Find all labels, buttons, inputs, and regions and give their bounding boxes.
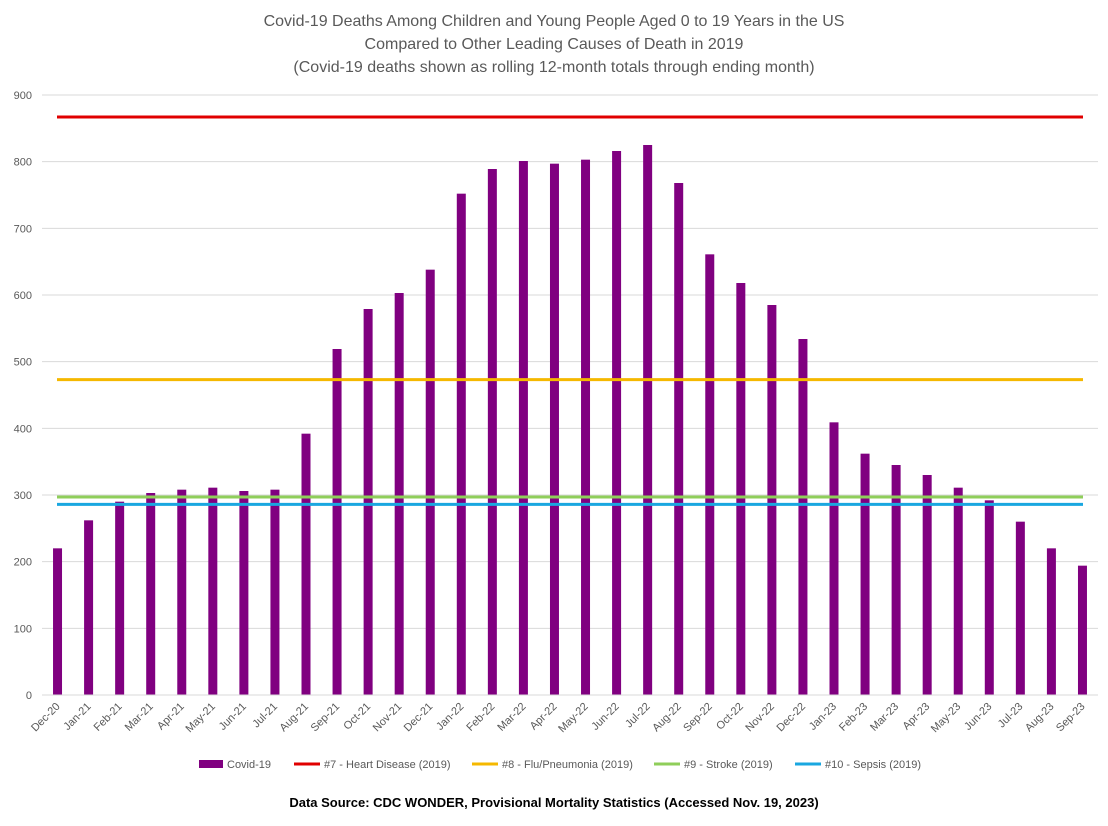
x-tick-label: Sep-22	[681, 701, 715, 735]
covid-bar	[612, 151, 622, 695]
covid-bar	[487, 169, 497, 695]
x-tick-label: Jan-22	[434, 701, 466, 733]
x-tick-label: Nov-22	[743, 701, 777, 735]
covid-bar	[829, 422, 839, 695]
chart-title-line-3: (Covid-19 deaths shown as rolling 12-mon…	[293, 59, 814, 76]
x-tick-label: Sep-23	[1054, 701, 1088, 735]
covid-bar	[332, 349, 342, 695]
x-tick-label: Dec-20	[29, 701, 63, 735]
x-tick-label: Nov-21	[371, 701, 405, 735]
covid-bar	[115, 501, 125, 695]
y-tick-label: 800	[14, 157, 32, 169]
x-tick-label: Feb-22	[464, 701, 497, 734]
covid-bar	[84, 520, 94, 695]
covid-bar	[301, 433, 311, 695]
legend-label: #8 - Flu/Pneumonia (2019)	[502, 759, 633, 771]
covid-bar	[425, 269, 435, 695]
covid-bar	[581, 159, 591, 695]
covid-bar	[270, 489, 280, 695]
y-tick-label: 100	[14, 623, 32, 635]
x-tick-label: Sep-21	[309, 701, 343, 735]
covid-bar	[518, 161, 528, 695]
y-tick-label: 700	[14, 223, 32, 235]
x-tick-label: Jul-23	[996, 701, 1026, 731]
x-tick-label: Dec-21	[402, 701, 436, 735]
gridlines	[42, 94, 1098, 629]
x-tick-label: Apr-23	[900, 701, 932, 733]
y-tick-label: 400	[14, 423, 32, 435]
covid-bar	[798, 339, 808, 695]
covid-bar	[705, 254, 715, 696]
x-tick-label: Jun-22	[589, 701, 621, 733]
covid-bar	[394, 293, 404, 695]
x-tick-label: May-23	[929, 701, 963, 735]
legend-label: #9 - Stroke (2019)	[684, 759, 773, 771]
covid-bar	[1046, 548, 1056, 695]
x-tick-label: Jul-22	[623, 701, 653, 731]
chart-title-line-2: Compared to Other Leading Causes of Deat…	[365, 36, 744, 53]
y-tick-label: 300	[14, 490, 32, 502]
covid-bar	[860, 453, 870, 695]
data-source-note: Data Source: CDC WONDER, Provisional Mor…	[289, 795, 819, 810]
x-tick-label: Jan-23	[807, 701, 839, 733]
y-tick-label: 900	[14, 90, 32, 102]
y-tick-label: 200	[14, 557, 32, 569]
covid-bar	[53, 548, 63, 695]
x-tick-label: Aug-21	[278, 701, 312, 735]
covid-bar	[736, 283, 746, 695]
x-tick-label: Jan-21	[61, 701, 93, 733]
x-tick-label: Oct-22	[714, 701, 746, 733]
covid-bar	[177, 489, 187, 695]
x-tick-label: May-22	[556, 701, 590, 735]
covid-bar	[922, 475, 932, 695]
covid-bar	[456, 193, 466, 695]
covid-bar	[146, 493, 156, 695]
y-axis: 0 100 200 300 400 500 600 700 800 900	[14, 90, 32, 702]
x-tick-label: Jun-23	[962, 701, 994, 733]
x-tick-label: Mar-22	[495, 701, 528, 734]
covid-bar	[984, 500, 994, 695]
covid-bar	[767, 305, 777, 695]
y-tick-label: 600	[14, 290, 32, 302]
x-tick-label: May-21	[184, 701, 218, 735]
legend-label: #10 - Sepsis (2019)	[825, 759, 921, 771]
x-tick-label: Mar-23	[868, 701, 901, 734]
x-tick-label: Aug-22	[650, 701, 684, 735]
covid-bar	[643, 145, 653, 695]
chart-title: Covid-19 Deaths Among Children and Young…	[264, 13, 845, 76]
y-tick-label: 500	[14, 357, 32, 369]
covid-bar	[953, 487, 963, 695]
covid-bar	[208, 487, 218, 695]
x-tick-label: Apr-22	[528, 701, 560, 733]
x-tick-label: Jun-21	[217, 701, 249, 733]
covid-bar	[891, 465, 901, 695]
x-tick-label: Apr-21	[155, 701, 187, 733]
x-tick-label: Feb-23	[837, 701, 870, 734]
covid-bars	[53, 145, 1087, 696]
covid-bar	[239, 491, 249, 695]
covid-bar	[363, 309, 373, 695]
x-tick-label: Dec-22	[774, 701, 808, 735]
y-tick-label: 0	[26, 690, 32, 702]
covid-bar	[1077, 565, 1087, 695]
legend-label: #7 - Heart Disease (2019)	[324, 759, 451, 771]
x-tick-label: Feb-21	[92, 701, 125, 734]
chart-title-line-1: Covid-19 Deaths Among Children and Young…	[264, 13, 845, 30]
x-tick-label: Aug-23	[1023, 701, 1057, 735]
legend-swatch	[199, 760, 223, 768]
covid-bar	[1015, 521, 1025, 695]
reference-lines	[57, 115, 1083, 506]
x-tick-label: Oct-21	[341, 701, 373, 733]
covid-bar	[674, 183, 684, 695]
x-tick-label: Jul-21	[250, 701, 280, 731]
legend: Covid-19 #7 - Heart Disease (2019) #8 - Fl…	[199, 759, 921, 771]
x-tick-label: Mar-21	[123, 701, 156, 734]
legend-label: Covid-19	[227, 759, 271, 771]
covid-bar	[549, 163, 559, 695]
